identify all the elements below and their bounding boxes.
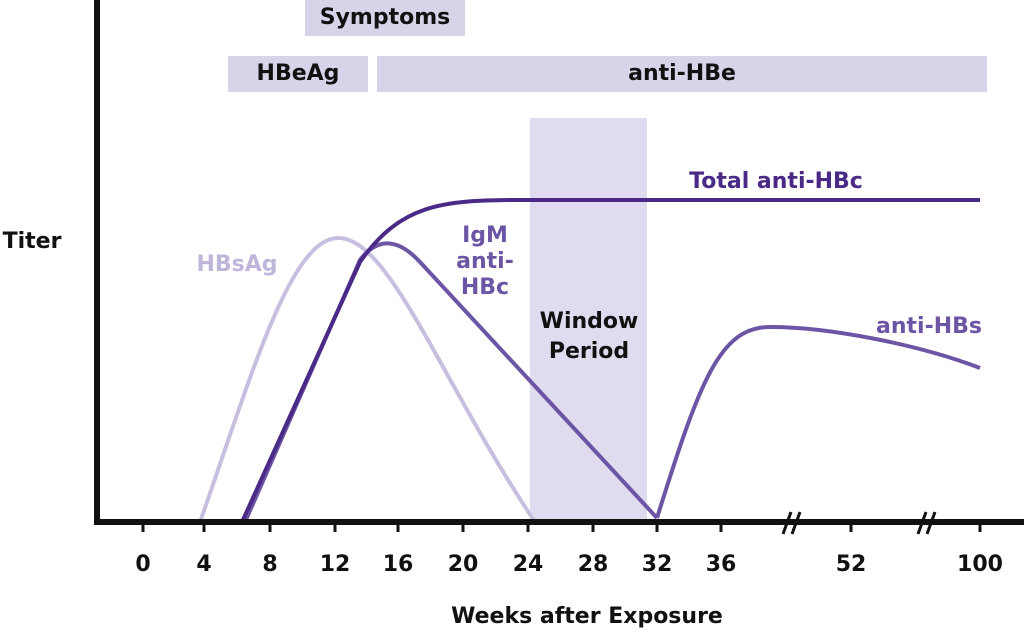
x-tick-label: 4 [196, 552, 211, 577]
igm-label: HBc [461, 275, 509, 300]
x-tick-label: 28 [578, 552, 609, 577]
axis-breaks [781, 511, 937, 535]
hbsag-curve [198, 235, 537, 524]
x-tick-label: 20 [448, 552, 479, 577]
anti-hbs-label: anti-HBs [876, 314, 982, 339]
x-tick-label: 100 [957, 552, 1003, 577]
x-tick-label: 16 [383, 552, 414, 577]
x-ticks: 0 4 8 12 16 20 24 28 32 36 52 100 [135, 522, 1003, 577]
igm-label: IgM [462, 223, 508, 248]
x-tick-label: 0 [135, 552, 150, 577]
x-tick-label: 52 [836, 552, 867, 577]
symptoms-bar [305, 0, 465, 36]
hbeag-label: HBeAg [257, 61, 340, 86]
x-tick-label: 8 [262, 552, 277, 577]
x-axis-label: Weeks after Exposure [451, 604, 723, 629]
window-period-band [530, 118, 647, 522]
y-axis-label: Titer [3, 229, 62, 254]
total-anti-hbc-label: Total anti-HBc [689, 169, 863, 194]
x-tick-label: 12 [320, 552, 351, 577]
window-label: Period [549, 339, 629, 364]
igm-label: anti- [456, 249, 514, 274]
hbeag-bar [228, 56, 368, 92]
total-anti-hbc-curve [240, 198, 980, 523]
x-tick-label: 36 [706, 552, 737, 577]
window-label: Window [540, 309, 639, 334]
symptoms-label: Symptoms [320, 5, 451, 30]
anti-hbe-bar [377, 56, 987, 92]
anti-hbe-label: anti-HBe [628, 61, 736, 86]
x-tick-label: 24 [513, 552, 544, 577]
anti-hbs-curve [655, 324, 981, 519]
hbsag-label: HBsAg [196, 252, 277, 277]
x-tick-label: 32 [642, 552, 673, 577]
